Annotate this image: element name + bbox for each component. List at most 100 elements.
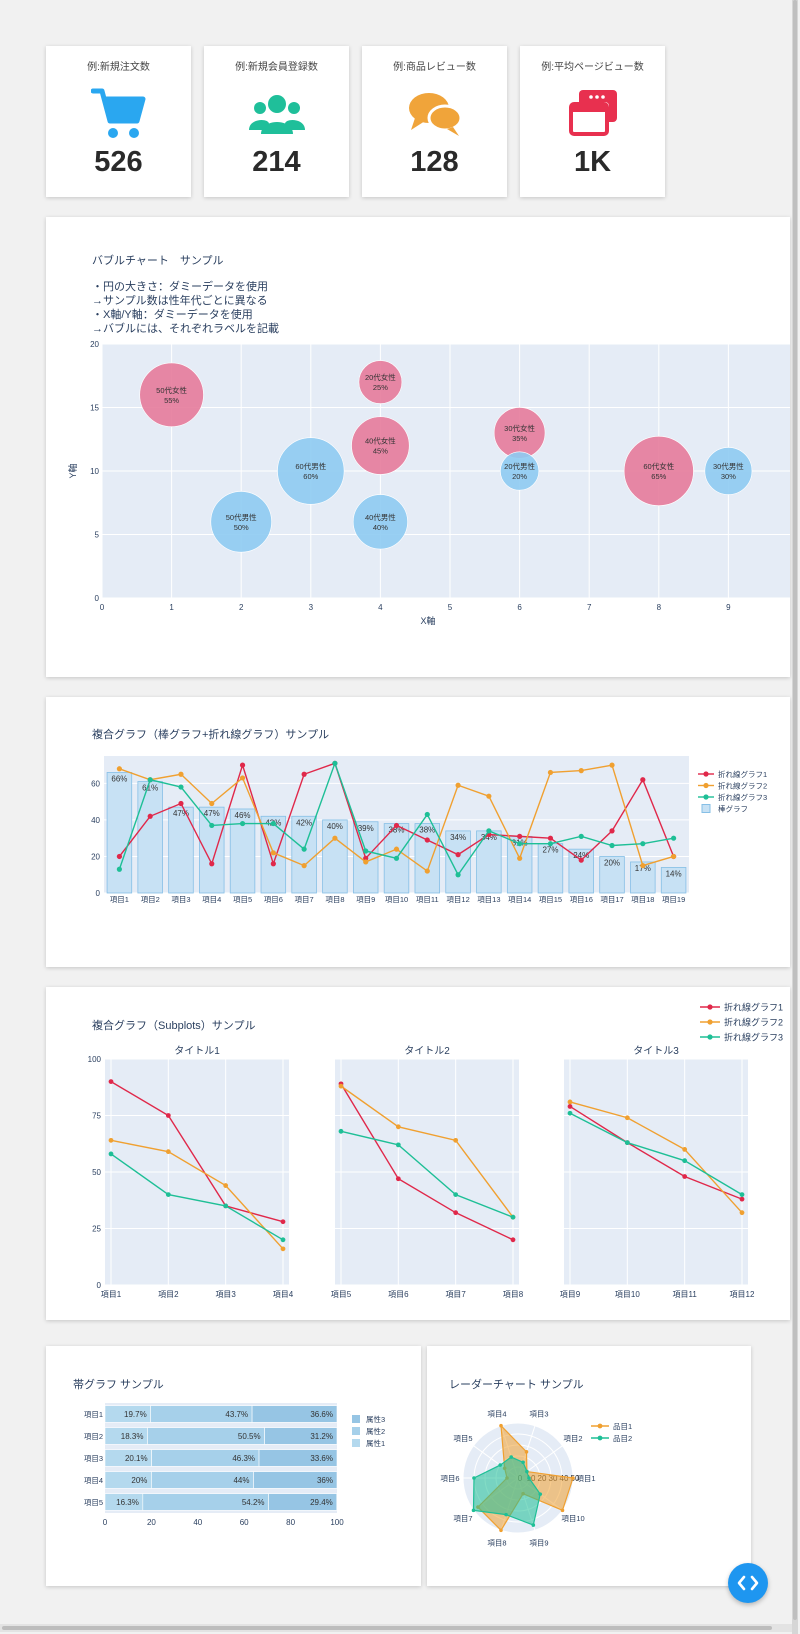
bubble-label: 40代女性 <box>365 436 396 446</box>
radar-axis-label: 項目8 <box>487 1539 506 1548</box>
legend-label: 属性2 <box>366 1426 385 1436</box>
series-point <box>178 784 184 790</box>
x-tick-label: 7 <box>587 603 592 612</box>
bar-label: 47% <box>173 809 189 818</box>
band-segment <box>268 1493 338 1511</box>
series-line <box>569 1101 743 1214</box>
series-point <box>165 1192 171 1197</box>
band-label: 50.5% <box>238 1432 261 1441</box>
series-point <box>517 855 523 861</box>
kpi-label: 例:平均ページビュー数 <box>541 62 644 73</box>
band-chart-title: 帯グラフ サンプル <box>73 1379 164 1391</box>
legend-label: 折れ線グラフ3 <box>718 792 767 802</box>
radar-point <box>538 1492 543 1496</box>
x-tick-label: 項目1 <box>110 895 129 904</box>
x-tick-label: 項目16 <box>570 895 593 904</box>
radar-point <box>471 1508 476 1513</box>
bubble-label: 40代男性 <box>365 512 396 522</box>
y-tick-label: 0 <box>95 594 100 603</box>
series-point <box>280 1237 286 1243</box>
bar <box>199 806 225 894</box>
kpi-card-reviews: 例:商品レビュー数 128 <box>362 46 507 197</box>
series-point <box>578 768 584 774</box>
kpi-label: 例:商品レビュー数 <box>393 62 476 73</box>
series-line <box>340 1083 514 1241</box>
series-point <box>455 852 461 858</box>
series-point <box>453 1192 459 1197</box>
x-tick-label: 2 <box>239 603 244 612</box>
code-toggle-button[interactable] <box>728 1563 768 1603</box>
x-tick-label: 項目17 <box>600 895 623 904</box>
radar-axis-label: 項目3 <box>529 1409 548 1418</box>
series-point <box>301 863 307 869</box>
bubble <box>139 362 204 427</box>
series-point <box>609 762 615 768</box>
x-tick-label: 6 <box>517 603 522 612</box>
bar-label: 34% <box>450 833 466 842</box>
band-label: 36% <box>317 1476 333 1485</box>
bar <box>291 815 317 894</box>
bar-label: 24% <box>573 851 589 860</box>
x-axis-label: X軸 <box>420 615 435 626</box>
x-tick-label: 項目9 <box>356 895 375 904</box>
legend-label: 折れ線グラフ1 <box>724 1002 783 1013</box>
x-tick-label: 項目11 <box>673 1290 698 1299</box>
legend-marker <box>703 794 709 800</box>
y-tick-label: 項目2 <box>84 1432 103 1441</box>
subplots-chart: 項目1 項目2 項目3 項目4 タイトル1 項目5 項目6 項目7 項目8 タイトル2 項目9 項目1… <box>88 1002 783 1300</box>
legend-label: 品目1 <box>613 1422 632 1431</box>
band-segment <box>251 1405 338 1423</box>
bar <box>322 819 348 894</box>
series-point <box>301 846 307 852</box>
x-tick-label: 項目12 <box>730 1290 755 1299</box>
bubble-value: 20% <box>512 472 527 481</box>
series-point <box>147 777 153 783</box>
band-label: 19.7% <box>124 1410 147 1419</box>
kpi-value: 526 <box>94 146 143 178</box>
kpi-value: 128 <box>410 146 459 178</box>
y-tick-label: 60 <box>91 779 100 788</box>
series-point <box>280 1219 286 1225</box>
radar-point <box>531 1523 536 1527</box>
bar <box>568 848 594 894</box>
radar-chart-title: レーダーチャート サンプル <box>449 1379 584 1391</box>
bubble-value: 25% <box>373 383 388 392</box>
series-point <box>280 1246 286 1252</box>
series-point <box>739 1196 745 1202</box>
series-point <box>239 820 246 827</box>
legend-marker <box>703 771 709 777</box>
x-tick-label: 項目1 <box>101 1290 122 1299</box>
series-point <box>239 762 246 768</box>
legend-label: 折れ線グラフ1 <box>718 769 767 779</box>
radar-chart: 項目1項目2項目3項目4項目5項目6項目7項目8項目9項目10010203040… <box>440 1409 632 1548</box>
legend-marker <box>707 1019 713 1025</box>
radar-point <box>524 1450 529 1454</box>
series-point <box>332 760 338 766</box>
combo-chart-title: 複合グラフ（棒グラフ+折れ線グラフ）サンプル <box>92 729 330 741</box>
bar-label: 20% <box>604 858 620 867</box>
code-icon <box>737 1575 759 1591</box>
series-point <box>209 822 215 829</box>
bubble-label: 30代女性 <box>504 423 535 433</box>
series-line <box>110 1139 284 1250</box>
bar-label: 14% <box>666 869 682 878</box>
horizontal-scrollbar-thumb[interactable] <box>2 1626 772 1630</box>
kpi-label: 例:新規会員登録数 <box>235 62 318 73</box>
kpi-value: 1K <box>573 146 612 178</box>
series-point <box>682 1174 688 1179</box>
series-point <box>486 828 492 834</box>
band-chart-card: 帯グラフ サンプル 19.7% 43.7% 36.6% 項目1 18.3% 50.5% 31… <box>46 1346 421 1586</box>
subplots-chart-card: 複合グラフ（Subplots）サンプル 項目1 項目2 項目3 項目4 タイトル1 項目5… <box>46 987 790 1320</box>
bubble-value: 60% <box>303 472 318 481</box>
series-point <box>116 866 122 872</box>
band-label: 43.7% <box>225 1410 248 1419</box>
x-tick-label: 項目5 <box>233 895 252 904</box>
y-tick-label: 20 <box>90 340 99 349</box>
cart-icon <box>46 85 191 143</box>
series-point <box>453 1210 459 1216</box>
radar-axis-label: 項目2 <box>563 1434 582 1443</box>
series-point <box>567 1110 573 1116</box>
vertical-scrollbar-thumb[interactable] <box>793 0 797 1620</box>
x-tick-label: 項目3 <box>215 1290 236 1299</box>
radar-point <box>472 1476 476 1480</box>
